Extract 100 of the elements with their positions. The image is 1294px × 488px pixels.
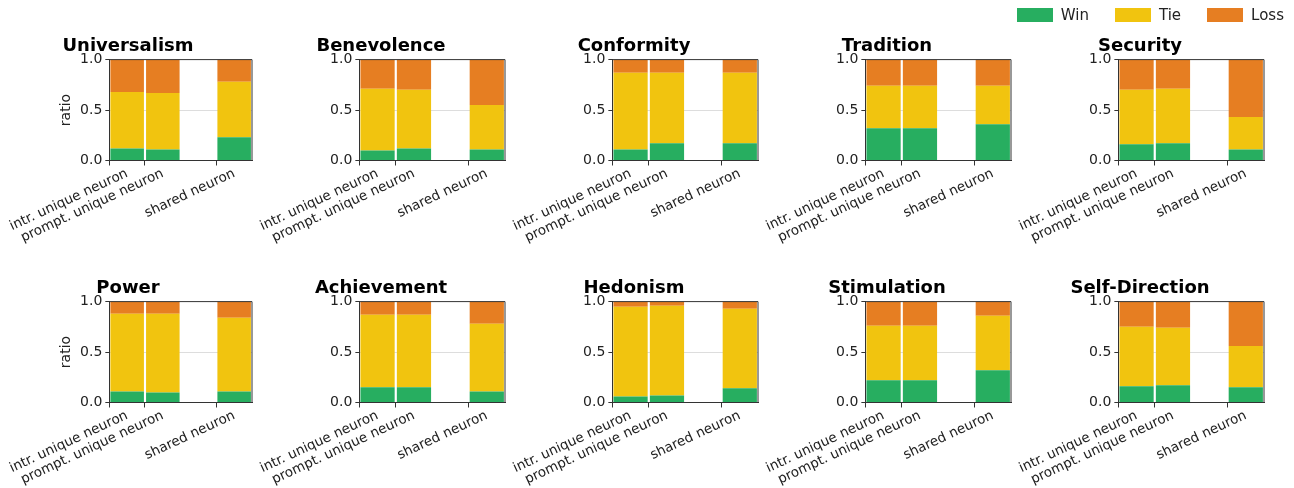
bar: [649, 395, 685, 402]
bar: [1228, 59, 1263, 118]
bar: [902, 85, 938, 129]
bar: [613, 59, 648, 73]
bar: [396, 301, 432, 315]
bar: [866, 128, 901, 160]
bar: [649, 143, 685, 160]
bar: [469, 149, 504, 160]
bar: [902, 301, 938, 326]
bar: [469, 323, 504, 392]
bar: [217, 81, 251, 138]
bar: [360, 314, 395, 388]
bar: [146, 392, 180, 402]
bar: [217, 59, 251, 82]
y-tick-label: 0.5: [1089, 342, 1112, 359]
bar: [613, 301, 648, 307]
y-tick-label: 0.0: [330, 393, 353, 410]
bar: [722, 301, 757, 309]
bar: [1119, 89, 1154, 145]
bar: [975, 124, 1010, 160]
y-tick-label: 0.0: [1089, 151, 1112, 168]
bar: [469, 105, 504, 150]
bar: [866, 380, 901, 402]
bar: [649, 72, 685, 144]
y-tick-label: 0.5: [1089, 100, 1112, 117]
bar: [217, 301, 251, 318]
bar: [146, 301, 180, 314]
bar: [1155, 88, 1191, 144]
bar: [866, 325, 901, 381]
legend-label: Tie: [1158, 6, 1182, 24]
y-tick-label: 0.5: [330, 100, 353, 117]
bar: [110, 148, 144, 160]
y-tick-label: 0.0: [836, 393, 859, 410]
bar: [722, 59, 757, 73]
y-tick-label: 0.5: [80, 342, 103, 359]
y-tick-label: 0.5: [330, 342, 353, 359]
bar: [649, 59, 685, 73]
bar: [469, 301, 504, 324]
y-axis-title: ratio: [57, 93, 74, 127]
bar: [902, 59, 938, 86]
y-tick-label: 0.5: [583, 100, 606, 117]
bar: [110, 301, 144, 314]
y-axis-title: ratio: [57, 335, 74, 369]
bar: [1119, 326, 1154, 387]
bar: [1228, 117, 1263, 150]
y-tick-label: 0.0: [80, 151, 103, 168]
bar: [1228, 387, 1263, 402]
bar: [146, 313, 180, 393]
bar: [110, 59, 144, 92]
y-tick-label: 0.0: [583, 151, 606, 168]
y-tick-label: 0.5: [836, 342, 859, 359]
bar: [1119, 59, 1154, 90]
bar: [469, 59, 504, 105]
bar: [469, 391, 504, 402]
bar: [110, 91, 144, 149]
bar: [649, 301, 685, 306]
bar: [360, 301, 395, 315]
bar: [722, 308, 757, 389]
bar: [613, 306, 648, 397]
y-tick-label: 0.0: [80, 393, 103, 410]
bar: [613, 72, 648, 150]
bar: [1119, 144, 1154, 160]
bar: [360, 59, 395, 89]
bar: [1228, 149, 1263, 160]
legend-label: Loss: [1251, 6, 1284, 24]
bar: [360, 387, 395, 402]
bar: [1119, 301, 1154, 327]
bar: [360, 88, 395, 151]
y-tick-label: 0.0: [836, 151, 859, 168]
bar: [146, 59, 180, 93]
bar: [360, 150, 395, 160]
bar: [1119, 386, 1154, 402]
y-tick-label: 0.0: [1089, 393, 1112, 410]
bar: [146, 149, 180, 160]
bar: [902, 128, 938, 160]
bar: [217, 317, 251, 392]
bar: [866, 301, 901, 326]
bar: [975, 315, 1010, 371]
legend-label: Win: [1060, 6, 1089, 24]
bar: [110, 313, 144, 392]
bar: [975, 370, 1010, 402]
bar: [146, 92, 180, 150]
bar: [975, 85, 1010, 125]
bar: [110, 391, 144, 402]
y-tick-label: 0.5: [583, 342, 606, 359]
bar: [866, 59, 901, 86]
bar: [649, 305, 685, 396]
bar: [217, 391, 251, 402]
bar: [866, 85, 901, 129]
bar: [217, 137, 251, 160]
bar: [722, 143, 757, 160]
bar: [1228, 345, 1263, 388]
bar: [902, 380, 938, 402]
bar: [1155, 327, 1191, 386]
bar: [1155, 385, 1191, 402]
bar: [396, 148, 432, 160]
bar: [722, 72, 757, 144]
y-tick-label: 0.5: [836, 100, 859, 117]
bar: [902, 325, 938, 381]
y-tick-label: 0.0: [583, 393, 606, 410]
